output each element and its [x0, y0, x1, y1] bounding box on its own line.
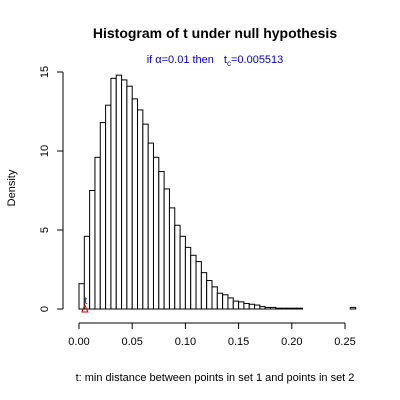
t-symbol: t [224, 54, 227, 66]
chart-title: Histogram of t under null hypothesis [93, 25, 337, 41]
y-tick-label: 15 [39, 66, 51, 78]
histogram-bar [190, 254, 197, 310]
histogram-bar [280, 307, 287, 310]
histogram-bar [110, 77, 117, 310]
histogram-bar [238, 301, 245, 310]
histogram-bar [259, 306, 266, 310]
histogram-bar [89, 190, 96, 310]
subtitle-prefix: if [147, 54, 156, 66]
histogram-bar [163, 188, 170, 310]
y-tick-label: 10 [39, 145, 51, 157]
critical-value-label: t [84, 296, 87, 307]
x-axis: 0.00 0.05 0.10 0.15 0.20 0.25 [68, 322, 356, 348]
histogram-bar [94, 156, 101, 310]
histogram-bar [227, 297, 234, 310]
histogram-bar [195, 261, 202, 310]
histogram-bar [99, 122, 107, 310]
alpha-symbol: α [155, 54, 162, 66]
histogram-bar [232, 300, 240, 310]
histogram-bar [206, 280, 213, 310]
x-tick-label: 0.05 [121, 336, 142, 348]
histogram-bar [243, 302, 250, 310]
t-value: =0.005513 [231, 54, 283, 66]
histogram-bar [275, 307, 282, 310]
histogram-bar [131, 98, 139, 310]
histogram-bar [137, 109, 144, 310]
histogram-bars [78, 74, 357, 310]
chart-subtitle: if α=0.01 then tc=0.005513 [147, 54, 284, 68]
x-tick-label: 0.25 [334, 336, 355, 348]
x-tick-label: 0.00 [68, 336, 89, 348]
histogram-bar [115, 74, 123, 310]
histogram-bar [216, 292, 224, 310]
histogram-bar [121, 79, 128, 310]
histogram-bar [264, 306, 272, 310]
histogram-bar [168, 207, 176, 310]
histogram-bar [105, 104, 112, 310]
critical-value-marker: t [81, 296, 89, 313]
x-tick-label: 0.15 [228, 336, 249, 348]
histogram-bar [270, 306, 277, 310]
histogram-bar [152, 156, 160, 310]
alpha-value: =0.01 then [162, 54, 214, 66]
x-tick-label: 0.10 [175, 336, 196, 348]
histogram-bar [291, 307, 298, 310]
y-tick-label: 0 [39, 306, 51, 312]
histogram-bar [158, 171, 165, 310]
histogram-bar [211, 286, 218, 310]
histogram-bar [142, 123, 149, 310]
histogram-bar [248, 303, 256, 310]
histogram-bar [285, 307, 293, 310]
histogram-bar [349, 306, 357, 310]
y-tick-label: 5 [39, 227, 51, 233]
y-axis: 0 5 10 15 [39, 66, 64, 312]
x-tick-label: 0.20 [281, 336, 302, 348]
histogram-bar [296, 307, 303, 310]
y-axis-label: Density [6, 169, 18, 206]
histogram-bar [179, 235, 186, 310]
histogram-bar [184, 246, 192, 310]
histogram-bar [254, 304, 261, 310]
histogram-bar [126, 85, 133, 310]
x-axis-label: t: min distance between points in set 1 … [76, 372, 355, 384]
histogram-bar [174, 224, 181, 310]
histogram-bar [200, 272, 208, 310]
t-subscript: c [227, 59, 231, 68]
histogram-bar [222, 294, 229, 310]
critical-value-triangle [81, 303, 89, 313]
histogram-bar [147, 142, 154, 310]
